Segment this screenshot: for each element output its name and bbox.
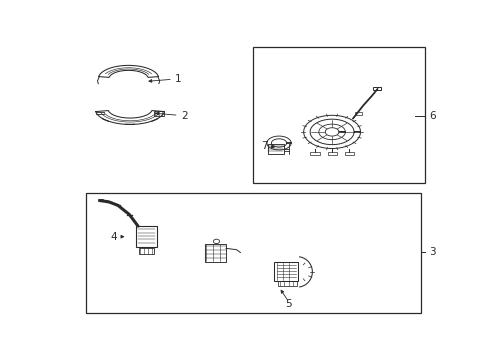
- Text: 7: 7: [260, 141, 267, 151]
- Text: 5: 5: [285, 299, 291, 309]
- Text: 1: 1: [175, 74, 181, 84]
- Text: 6: 6: [428, 111, 435, 121]
- Text: 2: 2: [181, 111, 188, 121]
- Text: 3: 3: [428, 247, 435, 257]
- Bar: [252, 48, 424, 183]
- Text: 4: 4: [110, 232, 117, 242]
- Bar: [85, 193, 420, 314]
